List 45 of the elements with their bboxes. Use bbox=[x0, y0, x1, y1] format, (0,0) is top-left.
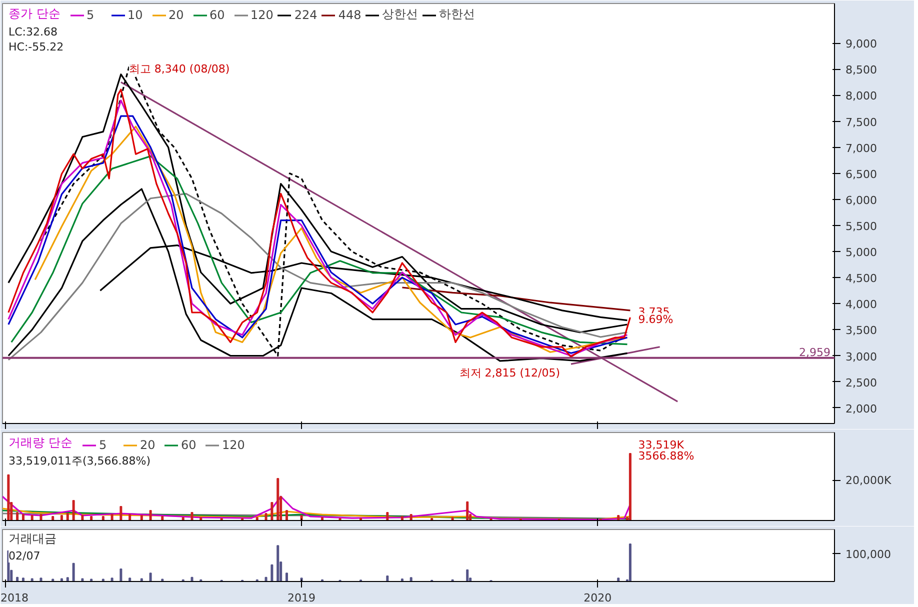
y-tick-label: 3,000 bbox=[846, 350, 877, 364]
legend-label: 10 bbox=[128, 8, 144, 22]
annotation: HC:-55.22 bbox=[8, 40, 64, 54]
legend-label: 60 bbox=[210, 8, 226, 22]
legend-label: 448 bbox=[338, 8, 362, 22]
y-tick-label: 5,000 bbox=[846, 246, 877, 260]
x-tick-label: 2018 bbox=[0, 592, 28, 604]
x-tick-label: 2019 bbox=[288, 592, 316, 604]
y-tick-label: 6,500 bbox=[846, 168, 877, 181]
y-tick-label: 3,500 bbox=[846, 324, 877, 338]
legend-label: 5 bbox=[86, 8, 96, 22]
chart-title: 거래대금 bbox=[8, 532, 56, 546]
y-tick-label: 6,000 bbox=[846, 194, 877, 207]
y-tick-label: 2,000 bbox=[846, 402, 877, 416]
ref-line-label: 2,959 bbox=[799, 346, 831, 359]
y-tick-label: 8,000 bbox=[846, 90, 877, 103]
y-tick-label: 7,500 bbox=[846, 116, 877, 129]
annotation: 02/07 bbox=[8, 550, 40, 562]
legend-title: 종가 단순 bbox=[8, 6, 60, 20]
legend-label: 120 bbox=[250, 8, 274, 22]
annotation: 최고 8,340 (08/08) bbox=[128, 62, 230, 76]
legend-label: 20 bbox=[168, 8, 185, 22]
annotation: 33,519,011주(3,566.88%) bbox=[8, 454, 151, 468]
y-tick-label: 9,000 bbox=[846, 38, 877, 51]
legend-label: 120 bbox=[222, 438, 245, 452]
y-tick-label: 4,500 bbox=[846, 272, 877, 286]
x-tick-label: 2020 bbox=[584, 592, 612, 604]
legend-label: 224 bbox=[294, 8, 318, 22]
legend-label: 5 bbox=[99, 438, 108, 452]
legend-label: 20 bbox=[140, 438, 156, 452]
y-tick-label: 8,500 bbox=[846, 64, 877, 77]
annotation: 최저 2,815 (12/05) bbox=[459, 366, 560, 380]
annotation: 3566.88% bbox=[638, 450, 694, 462]
annotation: LC:32.68 bbox=[8, 26, 58, 38]
y-tick-label: 5,500 bbox=[846, 220, 877, 233]
y-tick-label: 20,000K bbox=[846, 474, 892, 487]
legend-label: 상한선 bbox=[382, 6, 418, 23]
legend-title: 거래량 단순 bbox=[8, 436, 72, 450]
y-tick-label: 2,500 bbox=[846, 376, 877, 390]
annotation: 33,519K bbox=[638, 438, 685, 452]
y-tick-label: 4,000 bbox=[846, 298, 877, 312]
legend-label: 하한선 bbox=[439, 6, 476, 23]
y-tick-label: 100,000 bbox=[846, 548, 891, 562]
legend-label: 60 bbox=[181, 438, 198, 452]
y-tick-label: 7,000 bbox=[846, 142, 877, 155]
